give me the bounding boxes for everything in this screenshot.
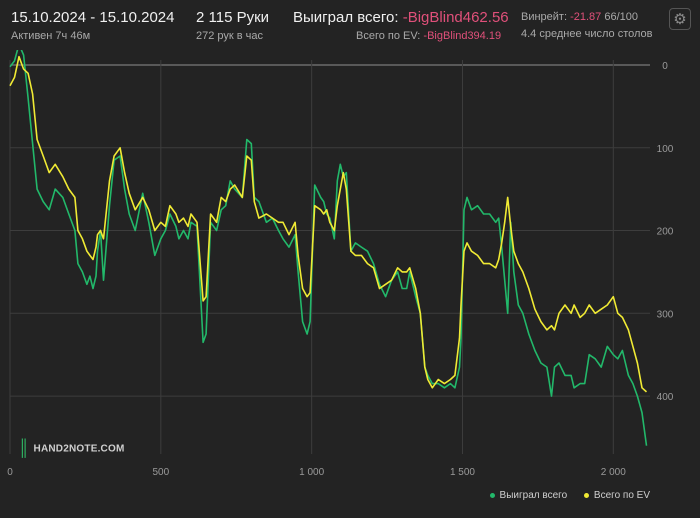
won-total-value: -BigBlind462.56 bbox=[402, 9, 509, 26]
won-total: Выиграл всего: -BigBlind462.56 bbox=[293, 9, 509, 26]
bankroll-chart: 0 100 200 300 400 0 500 1 000 1 500 2 000 bbox=[7, 50, 674, 478]
winrate-label: Винрейт: bbox=[521, 11, 568, 23]
x-tick-label: 500 bbox=[152, 467, 169, 478]
y-tick-label: 0 bbox=[662, 61, 668, 72]
x-tick-label: 0 bbox=[7, 467, 13, 478]
winrate: Винрейт: -21.87 66/100 bbox=[521, 11, 638, 23]
active-time: Активен 7ч 46м bbox=[11, 30, 91, 42]
stats-header: 15.10.2024 - 15.10.2024 Активен 7ч 46м 2… bbox=[0, 0, 700, 50]
x-tick-label: 1 000 bbox=[299, 467, 324, 478]
hands-total: 2 115 Руки bbox=[196, 9, 270, 26]
y-tick-label: 300 bbox=[657, 309, 674, 320]
legend-swatch-ev bbox=[583, 492, 589, 498]
ev-total-label: Всего по EV: bbox=[356, 30, 421, 42]
x-tick-label: 1 500 bbox=[450, 467, 475, 478]
y-tick-label: 200 bbox=[657, 227, 674, 238]
y-axis-ticks: 0 100 200 300 400 bbox=[657, 61, 674, 403]
chart-legend: Выиграл всего Всего по EV bbox=[476, 490, 650, 501]
settings-button[interactable]: ⚙ bbox=[669, 8, 691, 30]
gear-icon: ⚙ bbox=[673, 10, 687, 28]
watermark-text: HAND2NOTE.COM bbox=[33, 443, 125, 455]
series-lines bbox=[9, 50, 648, 446]
hand2note-logo-icon: ║ bbox=[18, 440, 30, 457]
date-range: 15.10.2024 - 15.10.2024 bbox=[11, 9, 175, 26]
winrate-unit: 66/100 bbox=[604, 11, 639, 23]
winrate-value: -21.87 bbox=[570, 11, 602, 23]
hand2note-logo: ║ HAND2NOTE.COM bbox=[18, 440, 124, 458]
legend-item-won: Выиграл всего bbox=[489, 490, 568, 501]
x-tick-label: 2 000 bbox=[601, 467, 626, 478]
series-line-won bbox=[9, 50, 648, 446]
hands-per-hour: 272 рук в час bbox=[196, 30, 264, 42]
y-tick-label: 100 bbox=[657, 144, 674, 155]
legend-swatch-won bbox=[489, 492, 495, 498]
x-axis-ticks: 0 500 1 000 1 500 2 000 bbox=[7, 467, 626, 478]
y-tick-label: 400 bbox=[657, 392, 674, 403]
ev-total-value: -BigBlind394.19 bbox=[423, 30, 502, 42]
legend-label-won: Выиграл всего bbox=[499, 490, 568, 501]
legend-item-ev: Всего по EV bbox=[583, 490, 650, 501]
legend-label-ev: Всего по EV bbox=[593, 490, 650, 501]
series-line-ev bbox=[9, 55, 648, 393]
ev-total: Всего по EV: -BigBlind394.19 bbox=[356, 30, 501, 42]
tables-avg: 4.4 среднее число столов bbox=[521, 28, 653, 40]
won-total-label: Выиграл всего: bbox=[293, 9, 399, 26]
